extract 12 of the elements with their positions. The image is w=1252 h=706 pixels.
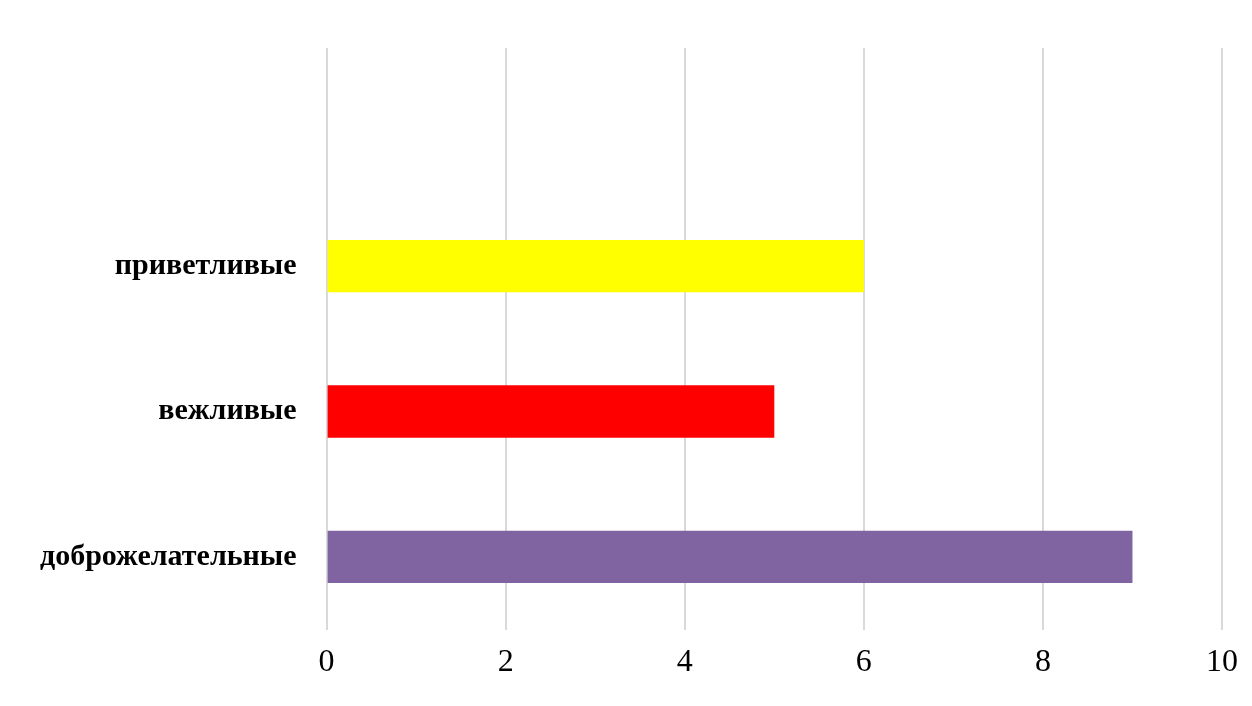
bar	[327, 530, 1133, 584]
x-tick-label: 6	[855, 642, 872, 679]
x-tick-label: 0	[318, 642, 335, 679]
x-tick-label: 10	[1206, 642, 1238, 679]
y-tick-label: приветливые	[114, 246, 297, 280]
bar	[327, 385, 775, 438]
y-tick-label: доброжелательные	[39, 537, 297, 571]
x-tick-label: 8	[1034, 642, 1051, 679]
x-tick-label: 4	[676, 642, 693, 679]
y-tick-label: вежливые	[158, 392, 297, 426]
bar	[327, 239, 864, 293]
x-tick-label: 2	[497, 642, 514, 679]
